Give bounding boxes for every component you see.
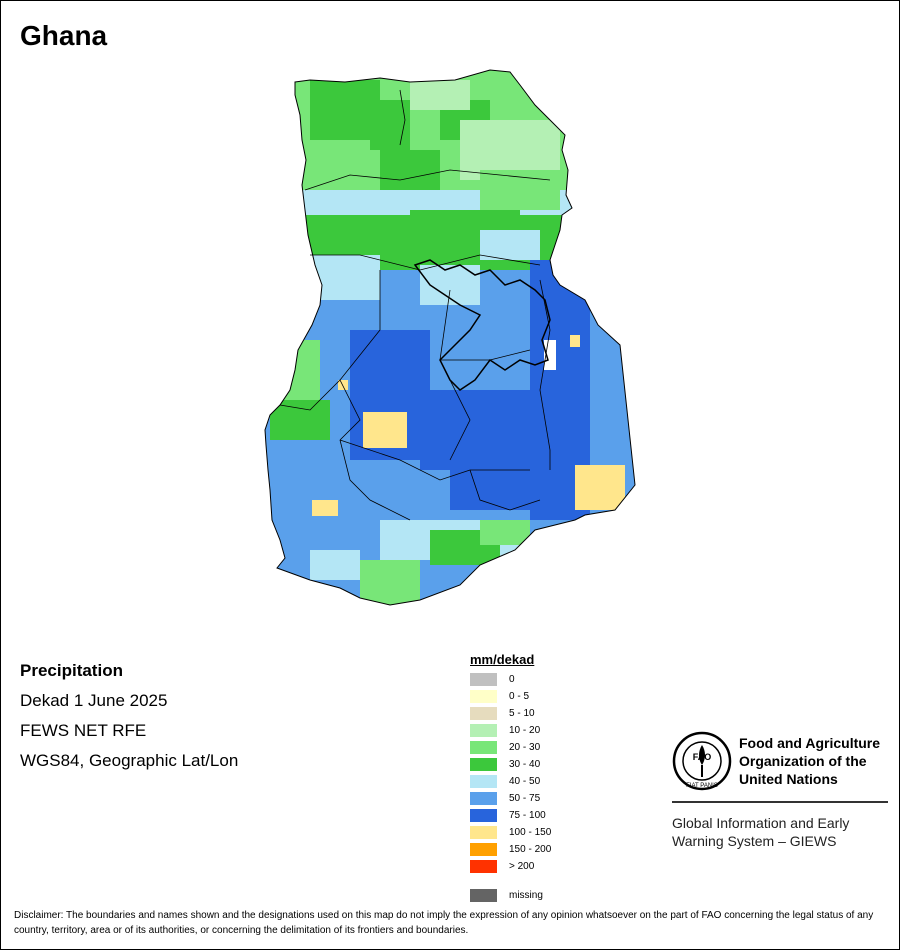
legend-item: 5 - 10 xyxy=(470,705,551,722)
legend-label: 20 - 30 xyxy=(509,742,541,753)
legend-item: 150 - 200 xyxy=(470,841,551,858)
legend-item: 50 - 75 xyxy=(470,790,551,807)
legend-swatch xyxy=(470,792,497,805)
legend-label: 100 - 150 xyxy=(509,827,552,838)
fao-name-line: United Nations xyxy=(739,771,838,787)
legend-item: 0 xyxy=(470,671,551,688)
legend-label: 10 - 20 xyxy=(509,725,541,736)
svg-text:FAO: FAO xyxy=(693,752,712,762)
legend-item: > 200 xyxy=(470,858,551,875)
legend-swatch xyxy=(470,673,497,686)
projection-label: WGS84, Geographic Lat/Lon xyxy=(20,751,239,770)
legend-label: 40 - 50 xyxy=(509,776,541,787)
legend-label: 0 xyxy=(509,674,515,685)
legend-swatch xyxy=(470,724,497,737)
legend-label: 30 - 40 xyxy=(509,759,541,770)
giews-line: Warning System – GIEWS xyxy=(672,833,837,849)
map-info: Precipitation Dekad 1 June 2025 FEWS NET… xyxy=(20,656,238,776)
legend-item: 10 - 20 xyxy=(470,722,551,739)
legend-swatch xyxy=(470,843,497,856)
giews-name: Global Information and Early Warning Sys… xyxy=(672,814,849,850)
giews-line: Global Information and Early xyxy=(672,815,850,831)
legend-item-missing: missing xyxy=(470,887,551,904)
disclaimer: Disclaimer: The boundaries and names sho… xyxy=(14,910,874,936)
legend-label: 0 - 5 xyxy=(509,691,530,702)
fao-name: Food and Agriculture Organization of the… xyxy=(739,734,899,788)
fao-name-line: Food and Agriculture xyxy=(739,735,881,751)
legend-swatch xyxy=(470,775,497,788)
legend-title: mm/dekad xyxy=(470,652,535,667)
legend-swatch xyxy=(470,826,497,839)
legend-item: 30 - 40 xyxy=(470,756,551,773)
variable-label: Precipitation xyxy=(20,661,123,680)
legend-item: 40 - 50 xyxy=(470,773,551,790)
legend-label: 50 - 75 xyxy=(509,793,541,804)
period-label: Dekad 1 June 2025 xyxy=(20,691,168,710)
legend-swatch xyxy=(470,707,497,720)
precipitation-map xyxy=(264,69,636,606)
legend: mm/dekad 0 0 - 5 5 - 10 10 - 20 20 - 30 30 - … xyxy=(470,652,551,904)
map-title: Ghana xyxy=(20,20,108,51)
legend-item: 100 - 150 xyxy=(470,824,551,841)
source-label: FEWS NET RFE xyxy=(20,721,147,740)
legend-swatch xyxy=(470,889,497,902)
legend-label: > 200 xyxy=(509,861,535,872)
legend-item: 0 - 5 xyxy=(470,688,551,705)
legend-rows: 0 0 - 5 5 - 10 10 - 20 20 - 30 30 - 40 40 - 50… xyxy=(470,671,551,875)
legend-label: missing xyxy=(509,890,543,901)
legend-label: 75 - 100 xyxy=(509,810,546,821)
legend-swatch xyxy=(470,809,497,822)
legend-swatch xyxy=(470,758,497,771)
legend-swatch xyxy=(470,860,497,873)
legend-label: 5 - 10 xyxy=(509,708,535,719)
divider xyxy=(672,801,888,803)
fao-logo: FAO FIAT PANIS xyxy=(672,731,732,791)
legend-swatch xyxy=(470,690,497,703)
legend-label: 150 - 200 xyxy=(509,844,552,855)
legend-item: 75 - 100 xyxy=(470,807,551,824)
legend-swatch xyxy=(470,741,497,754)
fao-name-line: Organization of the xyxy=(739,753,867,769)
legend-item: 20 - 30 xyxy=(470,739,551,756)
svg-text:FIAT PANIS: FIAT PANIS xyxy=(686,783,718,789)
